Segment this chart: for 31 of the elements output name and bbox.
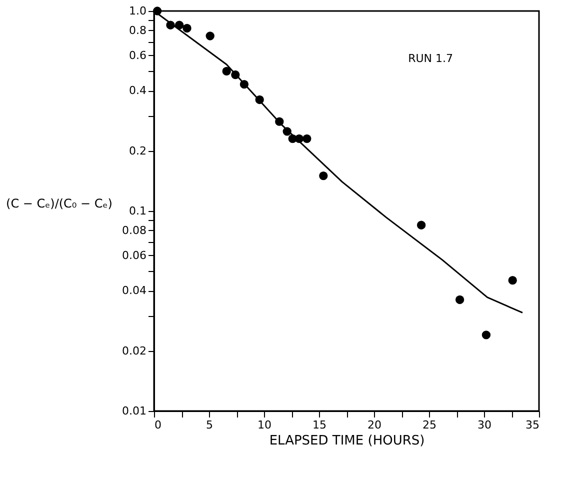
x-tick-label: 15 bbox=[312, 418, 326, 432]
y-tick-label: 0.2 bbox=[129, 144, 146, 158]
y-axis-title: (C − Cₑ)/(C₀ − Cₑ) bbox=[6, 196, 112, 210]
point bbox=[482, 330, 491, 340]
y-tick-label: 0.08 bbox=[122, 224, 146, 237]
x-tick-label: 0 bbox=[154, 418, 162, 432]
x-tick-label: 5 bbox=[206, 418, 213, 432]
x-tick-label: 25 bbox=[422, 418, 436, 432]
y-tick-label: 0.1 bbox=[129, 204, 146, 218]
x-tick-label: 30 bbox=[478, 418, 492, 432]
point bbox=[416, 220, 426, 230]
y-tick-label: 0.06 bbox=[122, 248, 146, 262]
point bbox=[455, 295, 464, 304]
point bbox=[508, 276, 517, 285]
x-tick-label: 10 bbox=[258, 418, 272, 432]
point bbox=[182, 24, 192, 33]
y-tick-label: 0.4 bbox=[129, 84, 146, 98]
point bbox=[206, 32, 214, 40]
y-tick-label: 0.04 bbox=[122, 284, 146, 298]
y-tick-label: 0.8 bbox=[129, 24, 146, 37]
x-axis-title: ELAPSED TIME (HOURS) bbox=[269, 434, 425, 448]
point bbox=[302, 134, 312, 143]
x-tick-label: 35 bbox=[526, 418, 540, 432]
point bbox=[222, 66, 231, 76]
y-tick-label: 0.6 bbox=[129, 48, 146, 62]
x-tick-label: 20 bbox=[368, 418, 382, 432]
annotation: RUN 1.7 bbox=[408, 52, 454, 65]
y-tick-label: 1.0 bbox=[129, 4, 146, 18]
point bbox=[319, 171, 328, 180]
y-tick-label: 0.01 bbox=[122, 404, 146, 418]
y-tick-label: 0.02 bbox=[122, 344, 146, 358]
